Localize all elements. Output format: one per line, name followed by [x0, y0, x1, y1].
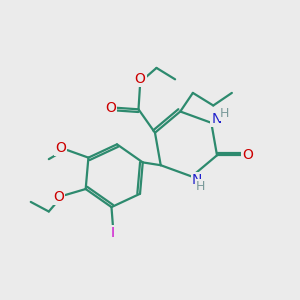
Text: O: O	[135, 72, 146, 86]
Text: I: I	[111, 226, 115, 240]
Text: O: O	[242, 148, 253, 162]
Text: H: H	[196, 181, 206, 194]
Text: N: N	[192, 173, 202, 187]
Text: O: O	[105, 101, 116, 115]
Text: H: H	[220, 107, 230, 120]
Text: O: O	[53, 190, 64, 203]
Text: O: O	[56, 141, 66, 155]
Text: N: N	[211, 112, 222, 126]
